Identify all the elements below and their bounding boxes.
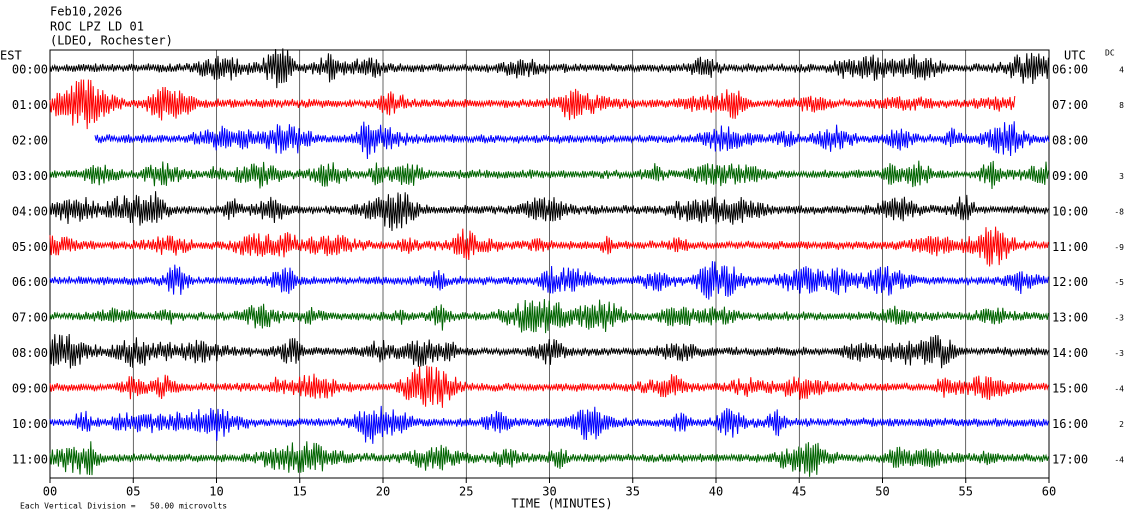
dc-value: -4 [1114, 455, 1124, 464]
utc-label: 12:00 [1052, 275, 1088, 289]
trace [49, 191, 1049, 232]
x-tick-label: 20 [376, 485, 390, 499]
x-tick-label: 40 [709, 485, 723, 499]
est-label: 00:00 [12, 63, 48, 77]
x-tick-label: 25 [459, 485, 473, 499]
est-label: 07:00 [12, 311, 48, 325]
est-label: 10:00 [12, 417, 48, 431]
source: (LDEO, Rochester) [50, 34, 173, 48]
trace [94, 121, 1050, 160]
dc-value: 3 [1119, 172, 1124, 181]
trace [49, 261, 1049, 300]
est-label: 09:00 [12, 382, 48, 396]
dc-label: DC [1105, 49, 1115, 58]
x-tick-label: 55 [959, 485, 973, 499]
x-tick-label: 35 [626, 485, 640, 499]
est-label: 04:00 [12, 204, 48, 218]
dc-value: -3 [1114, 314, 1124, 323]
x-tick-label: 45 [792, 485, 806, 499]
est-label: 06:00 [12, 275, 48, 289]
dc-value: -8 [1114, 207, 1124, 216]
utc-label: 17:00 [1052, 452, 1088, 466]
subtitle: ROC LPZ LD 01 [50, 20, 144, 34]
utc-label: 07:00 [1052, 98, 1088, 112]
x-tick-label: 00 [43, 485, 57, 499]
utc-label: 08:00 [1052, 133, 1088, 147]
est-label: 03:00 [12, 169, 48, 183]
est-label: 05:00 [12, 240, 48, 254]
trace [49, 333, 1049, 369]
utc-label: 14:00 [1052, 346, 1088, 360]
x-axis-label: TIME (MINUTES) [511, 497, 612, 511]
est-label: 02:00 [12, 133, 48, 147]
x-tick-label: 15 [293, 485, 307, 499]
est-label: 08:00 [12, 346, 48, 360]
trace [49, 405, 1049, 444]
x-tick-label: 10 [209, 485, 223, 499]
trace [49, 441, 1049, 477]
dc-value: 4 [1119, 66, 1124, 75]
x-tick-label: 05 [126, 485, 140, 499]
utc-label: 06:00 [1052, 63, 1088, 77]
x-tick-label: 30 [542, 485, 556, 499]
utc-label: 10:00 [1052, 204, 1088, 218]
trace [49, 48, 1049, 89]
est-label: 01:00 [12, 98, 48, 112]
left-label: EST [0, 49, 22, 63]
utc-label: 15:00 [1052, 382, 1088, 396]
x-tick-label: 50 [875, 485, 889, 499]
utc-label: 13:00 [1052, 311, 1088, 325]
trace [49, 226, 1049, 267]
trace [49, 365, 1049, 408]
title: Feb10,2026 [50, 5, 122, 19]
dc-value: -3 [1114, 349, 1124, 358]
trace [49, 160, 1049, 190]
footnote: Each Vertical Division = 50.00 microvolt… [20, 502, 227, 511]
dc-value: -9 [1114, 243, 1124, 252]
utc-label: 09:00 [1052, 169, 1088, 183]
dc-value: 2 [1119, 420, 1124, 429]
utc-label: 11:00 [1052, 240, 1088, 254]
dc-value: 8 [1119, 101, 1124, 110]
dc-value: -4 [1114, 385, 1124, 394]
utc-label: 16:00 [1052, 417, 1088, 431]
dc-value: -5 [1114, 278, 1124, 287]
trace [49, 79, 1016, 130]
x-tick-label: 60 [1042, 485, 1056, 499]
est-label: 11:00 [12, 452, 48, 466]
trace [49, 298, 1049, 334]
right-label: UTC [1064, 49, 1086, 63]
